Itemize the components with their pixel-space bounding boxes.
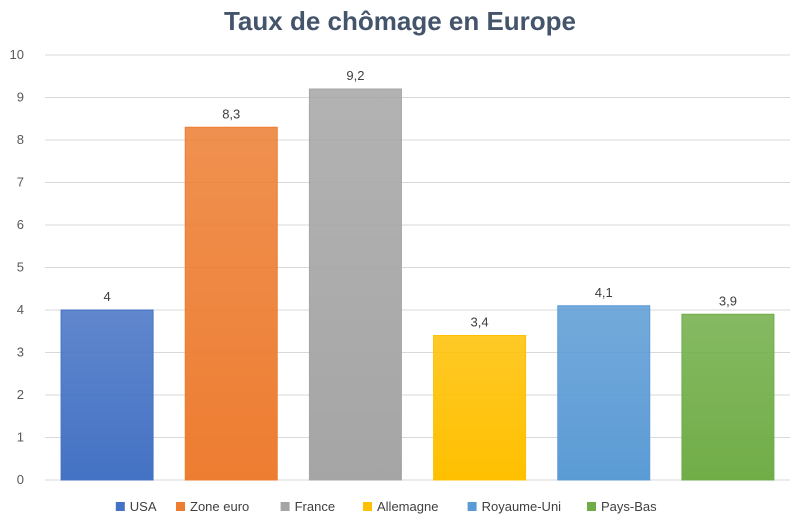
data-label: 3,9 [719, 293, 737, 308]
bar-france [308, 88, 402, 481]
legend-label: Pays-Bas [601, 499, 657, 514]
y-tick-label: 1 [17, 430, 24, 445]
legend-swatch [280, 502, 290, 511]
legend-label: France [295, 499, 335, 514]
legend-swatch [467, 502, 477, 511]
y-tick-label: 10 [10, 47, 24, 62]
bar-usa [60, 309, 154, 481]
legend-label: USA [130, 499, 157, 514]
data-label: 3,4 [471, 315, 489, 330]
legend-swatch [176, 502, 185, 511]
y-tick-label: 3 [17, 345, 24, 360]
legend-label: Allemagne [377, 499, 438, 514]
y-tick-label: 7 [17, 175, 24, 190]
y-tick-label: 8 [17, 132, 24, 147]
data-label: 4,1 [595, 285, 613, 300]
chart-title: Taux de chômage en Europe [223, 6, 577, 36]
y-tick-label: 6 [17, 217, 24, 232]
data-label: 9,2 [346, 68, 364, 83]
legend-swatch [587, 502, 596, 511]
y-tick-label: 5 [17, 260, 24, 275]
y-tick-label: 0 [17, 472, 24, 487]
y-tick-label: 2 [17, 387, 24, 402]
legend-swatch [363, 502, 372, 511]
bar-allemagne [433, 335, 527, 481]
legend-label: Zone euro [190, 499, 249, 514]
legend-label: Royaume-Uni [482, 499, 562, 514]
bar-zone-euro [184, 126, 278, 481]
data-label: 4 [103, 289, 110, 304]
data-label: 8,3 [222, 106, 240, 121]
y-tick-label: 4 [17, 302, 24, 317]
y-tick-label: 9 [17, 90, 24, 105]
bar-pays-bas [681, 313, 775, 481]
bar-royaume-uni [557, 305, 651, 481]
legend-swatch [115, 502, 125, 511]
